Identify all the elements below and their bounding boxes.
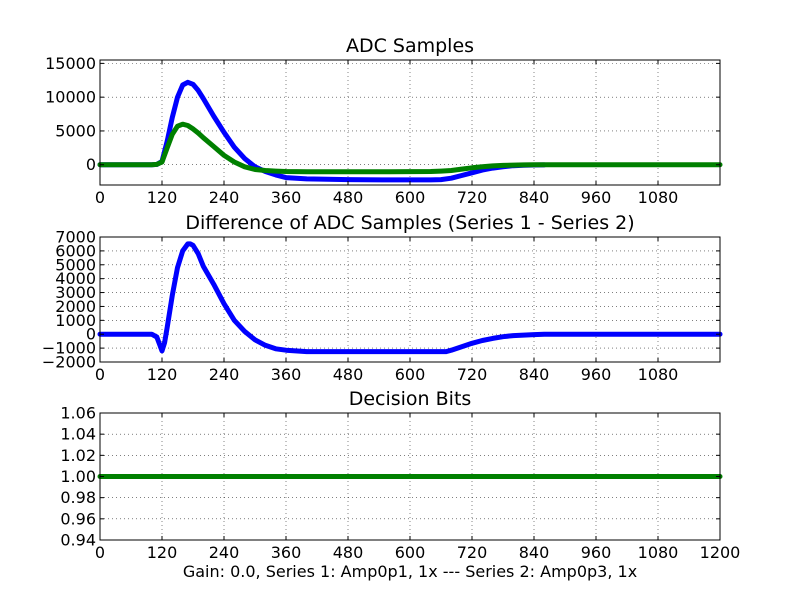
x-tick-label: 600 (395, 188, 426, 207)
panel-difference: 0 120 240 360 480 600 720 840 960 1080−2000−10000… (42, 212, 723, 384)
panel-adc-samples: 0 120 240 360 480 600 720 840 960 1080 0 5000 10000 1… (45, 35, 723, 207)
y-tick-label: 10000 (45, 88, 96, 107)
series-line-2 (97, 121, 723, 175)
y-tick-label: 1.06 (60, 404, 96, 423)
y-tick-label: 3000 (55, 283, 96, 302)
x-tick-label: 120 (147, 543, 178, 562)
chart-title: ADC Samples (346, 35, 474, 57)
x-tick-label: 960 (581, 543, 612, 562)
x-tick-label: 360 (271, 365, 302, 384)
x-tick-label: 600 (395, 365, 426, 384)
x-tick-label: 960 (581, 365, 612, 384)
y-tick-label: 4000 (55, 269, 96, 288)
y-tick-label: 1.00 (60, 467, 96, 486)
y-tick-label: 7000 (55, 228, 96, 247)
plot-frame (99, 236, 721, 363)
x-tick-label: 600 (395, 543, 426, 562)
y-tick-label: −2000 (42, 353, 96, 372)
y-tick-label: 1.02 (60, 446, 96, 465)
y-tick-label: 0 (86, 325, 96, 344)
y-tick-label: −1000 (42, 339, 96, 358)
y-tick-label: 5000 (55, 255, 96, 274)
x-tick-label: 0 (95, 543, 105, 562)
x-tick-label: 1080 (638, 188, 679, 207)
x-tick-label: 120 (147, 365, 178, 384)
series-line-1 (97, 241, 723, 355)
x-tick-label: 0 (95, 365, 105, 384)
x-tick-label: 840 (519, 188, 550, 207)
y-tick-label: 2000 (55, 297, 96, 316)
x-tick-label: 1080 (638, 543, 679, 562)
y-tick-label: 0.98 (60, 488, 96, 507)
x-tick-label: 840 (519, 543, 550, 562)
y-tick-label: 15000 (45, 54, 96, 73)
x-tick-label: 720 (457, 543, 488, 562)
x-tick-label: 1200 (700, 543, 741, 562)
x-tick-label: 720 (457, 188, 488, 207)
x-tick-label: 480 (333, 543, 364, 562)
x-tick-label: 120 (147, 188, 178, 207)
x-tick-label: 240 (209, 543, 240, 562)
y-tick-label: 0 (86, 155, 96, 174)
y-tick-label: 1000 (55, 311, 96, 330)
x-tick-label: 360 (271, 543, 302, 562)
x-tick-label: 480 (333, 188, 364, 207)
chart-title: Difference of ADC Samples (Series 1 - Se… (185, 212, 634, 234)
chart-title: Decision Bits (349, 388, 472, 410)
x-tick-label: 240 (209, 188, 240, 207)
y-tick-label: 0.94 (60, 531, 96, 550)
x-tick-label: 1080 (638, 365, 679, 384)
figure-xlabel: Gain: 0.0, Series 1: Amp0p1, 1x --- Seri… (183, 562, 637, 581)
x-tick-label: 840 (519, 365, 550, 384)
y-tick-label: 5000 (55, 121, 96, 140)
y-tick-label: 0.96 (60, 509, 96, 528)
x-tick-label: 480 (333, 365, 364, 384)
y-tick-label: 1.04 (60, 425, 96, 444)
x-tick-label: 240 (209, 365, 240, 384)
x-tick-label: 0 (95, 188, 105, 207)
x-tick-label: 720 (457, 365, 488, 384)
x-tick-label: 360 (271, 188, 302, 207)
panel-decision-bits: 0 120 240 360 480 600 720 840 960 1080 1200 0.94 0.9… (60, 388, 740, 562)
y-tick-label: 6000 (55, 241, 96, 260)
x-tick-label: 960 (581, 188, 612, 207)
